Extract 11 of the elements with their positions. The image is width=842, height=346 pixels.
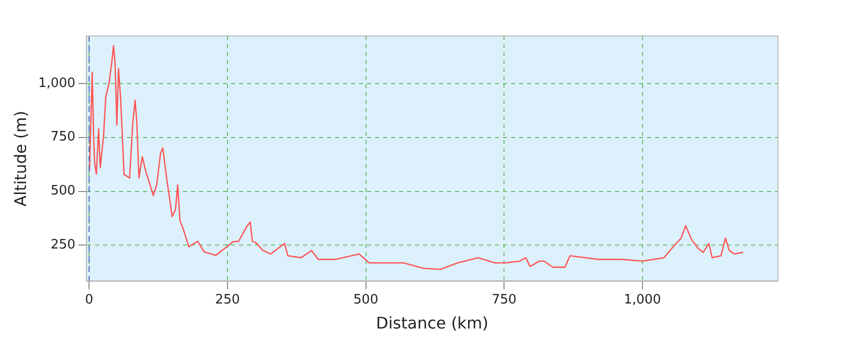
y-tick-label: 250 [50, 238, 76, 253]
y-tick-label: 750 [50, 130, 76, 145]
y-tick-label: 1,000 [38, 76, 76, 91]
x-tick-label: 250 [215, 292, 240, 308]
x-axis-title: Distance (km) [376, 314, 488, 333]
x-tick-label: 500 [353, 292, 378, 308]
x-tick-label: 1,000 [624, 292, 662, 308]
x-tick-label: 0 [85, 292, 94, 308]
y-tick-label: 500 [50, 184, 76, 199]
y-axis-title: Altitude (m) [10, 110, 30, 206]
x-tick-label: 750 [492, 292, 517, 308]
